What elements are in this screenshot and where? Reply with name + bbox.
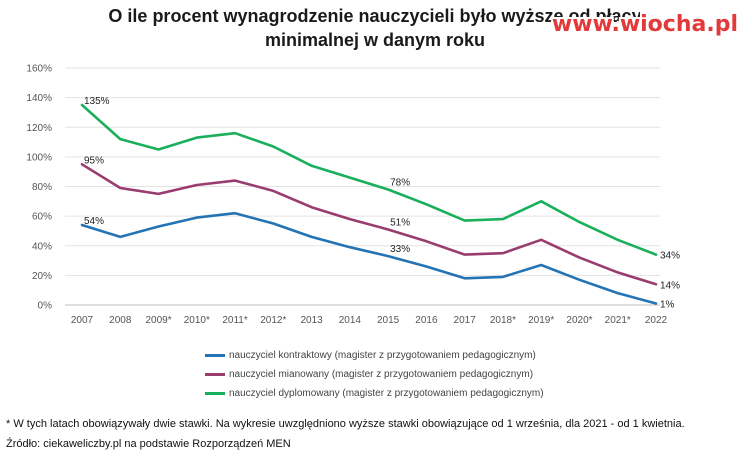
y-tick-label: 80%: [32, 182, 52, 193]
chart-legend: nauczyciel kontraktowy (magister z przyg…: [205, 346, 544, 403]
x-tick-label: 2007: [71, 315, 94, 326]
watermark-logo: www.wiocha.pl: [551, 12, 738, 37]
chart-title-line-2: minimalnej w danym roku: [264, 30, 486, 50]
x-tick-label: 2011*: [222, 315, 248, 326]
chart-title: O ile procent wynagrodzenie nauczycieli …: [0, 4, 750, 52]
legend-swatch-mianowany: [205, 373, 225, 376]
series-line-2: [80, 103, 658, 256]
legend-label-dyplomowany: nauczyciel dyplomowany (magister z przyg…: [229, 388, 544, 399]
legend-label-kontraktowy: nauczyciel kontraktowy (magister z przyg…: [229, 350, 536, 361]
x-tick-label: 2018*: [490, 315, 516, 326]
data-label: 34%: [660, 251, 680, 262]
data-label: 54%: [84, 216, 104, 227]
x-tick-label: 2014: [339, 315, 362, 326]
x-tick-label: 2010*: [184, 315, 210, 326]
legend-label-mianowany: nauczyciel mianowany (magister z przygot…: [229, 369, 534, 380]
x-tick-label: 2009*: [145, 315, 171, 326]
x-tick-label: 2020*: [566, 315, 592, 326]
x-tick-label: 2016: [415, 315, 438, 326]
y-tick-label: 160%: [26, 64, 52, 75]
data-label: 78%: [390, 177, 410, 188]
x-tick-label: 2013: [300, 315, 323, 326]
data-label: 135%: [84, 96, 110, 107]
series-line-0: [80, 211, 658, 305]
x-tick-label: 2008: [109, 315, 132, 326]
data-label: 33%: [390, 244, 410, 255]
y-tick-label: 120%: [26, 123, 52, 134]
legend-item-dyplomowany: nauczyciel dyplomowany (magister z przyg…: [205, 384, 544, 403]
x-tick-label: 2021*: [605, 315, 631, 326]
chart-title-line-1: O ile procent wynagrodzenie nauczycieli …: [108, 6, 642, 26]
legend-swatch-kontraktowy: [205, 354, 225, 357]
data-label: 51%: [390, 217, 410, 228]
y-tick-label: 140%: [26, 93, 52, 104]
data-label: 1%: [660, 300, 675, 311]
data-label: 14%: [660, 280, 680, 291]
legend-item-mianowany: nauczyciel mianowany (magister z przygot…: [205, 365, 544, 384]
legend-swatch-dyplomowany: [205, 392, 225, 395]
source-note: Źródło: ciekaweliczby.pl na podstawie Ro…: [6, 438, 291, 450]
x-tick-label: 2012*: [260, 315, 286, 326]
x-tick-label: 2015: [377, 315, 400, 326]
y-tick-label: 40%: [32, 241, 52, 252]
legend-item-kontraktowy: nauczyciel kontraktowy (magister z przyg…: [205, 346, 544, 365]
line-chart: 0% 20% 40% 60% 80% 100% 120% 140% 160% 2007 2008 20…: [26, 64, 680, 327]
data-label: 95%: [84, 155, 104, 166]
footnote: * W tych latach obowiązywały dwie stawki…: [6, 418, 685, 430]
y-tick-label: 100%: [26, 152, 52, 163]
x-tick-label: 2017: [454, 315, 477, 326]
y-tick-label: 60%: [32, 212, 52, 223]
x-tick-label: 2019*: [528, 315, 554, 326]
x-tick-label: 2022: [645, 315, 668, 326]
series-line-1: [80, 163, 658, 286]
y-tick-label: 20%: [32, 271, 52, 282]
y-tick-label: 0%: [38, 301, 53, 312]
